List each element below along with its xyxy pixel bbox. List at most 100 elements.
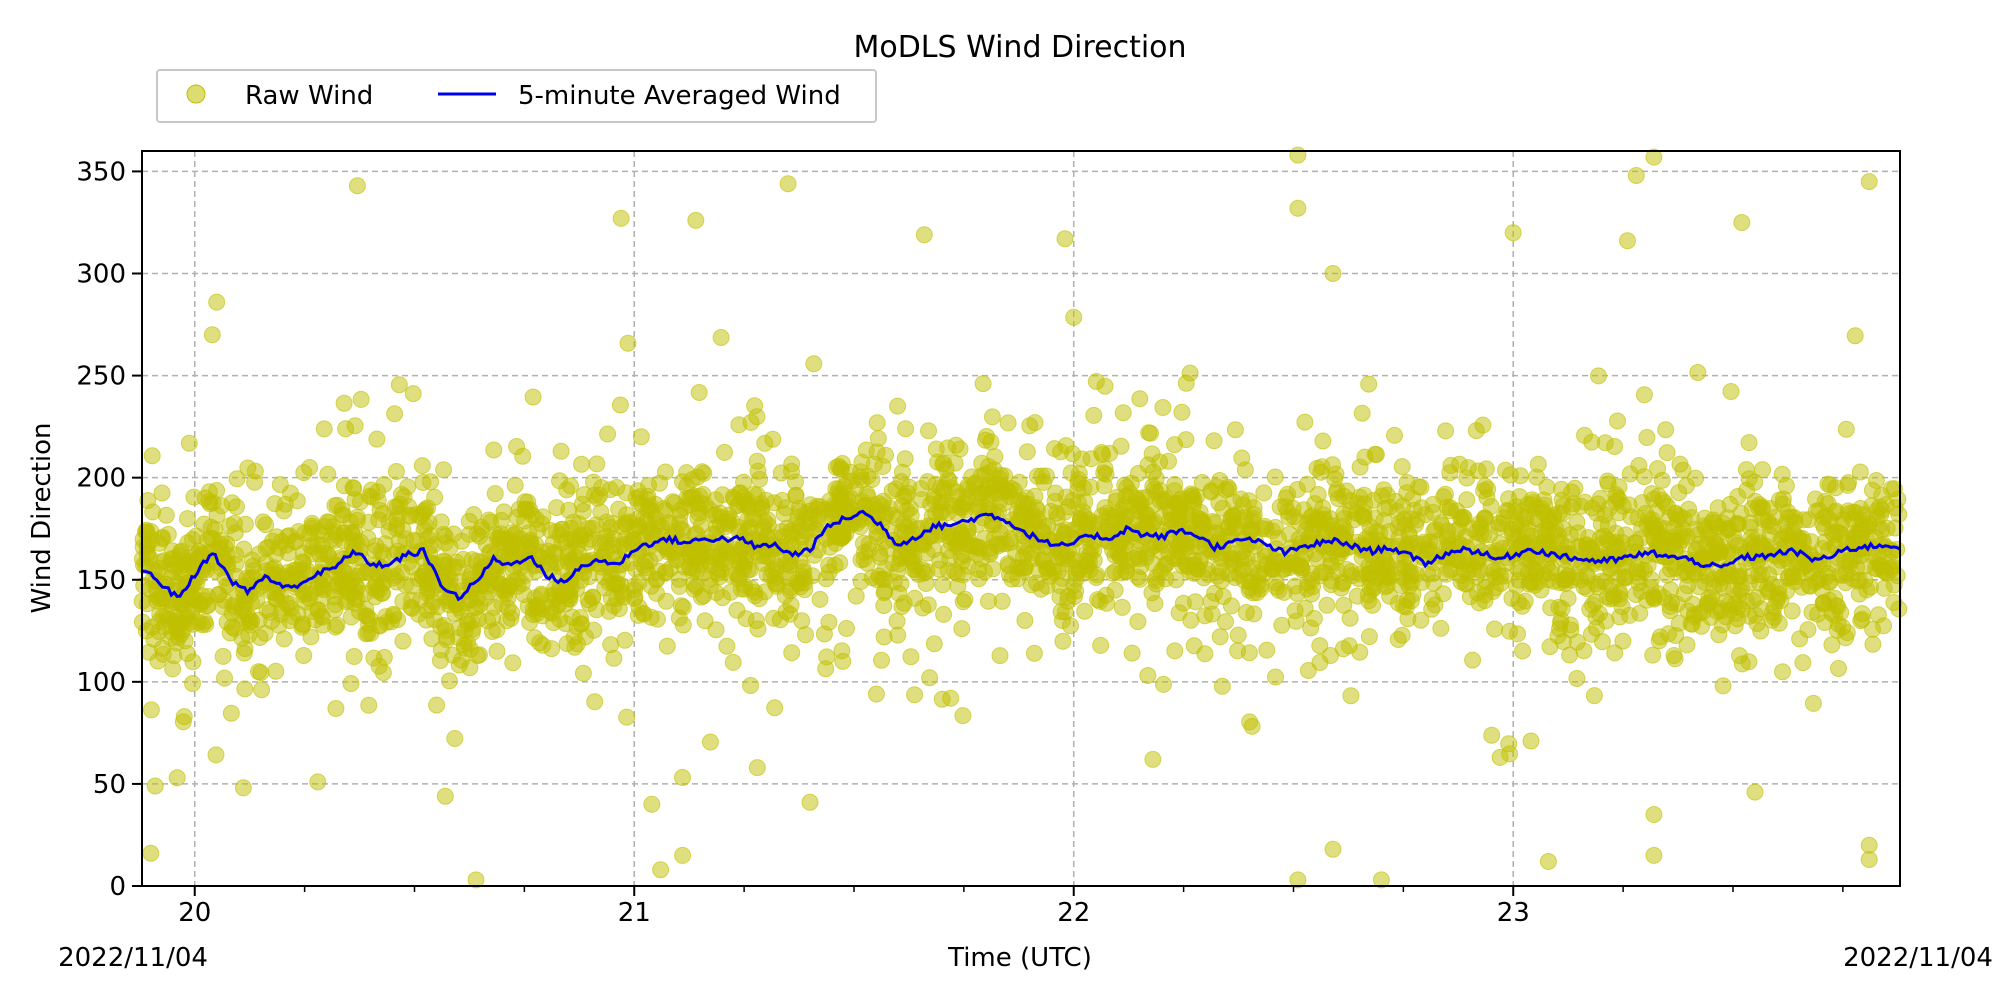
raw-wind-point xyxy=(463,612,481,630)
raw-wind-point xyxy=(1639,510,1657,528)
raw-wind-point xyxy=(1746,783,1764,801)
legend-raw-wind-label: Raw Wind xyxy=(245,81,373,111)
raw-wind-point xyxy=(1118,478,1136,496)
raw-wind-point xyxy=(805,355,823,373)
raw-wind-point xyxy=(952,531,970,549)
raw-wind-point xyxy=(1047,484,1064,502)
raw-wind-point xyxy=(1877,496,1895,514)
raw-wind-point xyxy=(1491,748,1509,766)
raw-wind-point xyxy=(1217,613,1234,631)
raw-wind-point xyxy=(1630,457,1648,474)
raw-wind-point xyxy=(1332,579,1350,597)
raw-wind-point xyxy=(617,514,635,532)
raw-wind-point xyxy=(483,623,501,640)
raw-wind-point xyxy=(683,488,701,506)
raw-wind-point xyxy=(1590,367,1607,385)
raw-wind-point xyxy=(1509,625,1526,643)
raw-wind-point xyxy=(1098,594,1115,612)
raw-wind-point xyxy=(1185,490,1203,508)
raw-wind-point xyxy=(1529,455,1547,473)
raw-wind-point xyxy=(991,647,1009,665)
raw-wind-point xyxy=(1572,571,1590,589)
raw-wind-point xyxy=(168,769,186,787)
raw-wind-point xyxy=(506,476,524,494)
raw-wind-point xyxy=(1441,464,1459,482)
raw-wind-point xyxy=(1059,587,1077,605)
raw-wind-point xyxy=(1361,578,1379,596)
raw-wind-point xyxy=(1056,230,1074,248)
raw-wind-point xyxy=(683,471,701,489)
raw-wind-point xyxy=(1483,726,1501,744)
raw-wind-point xyxy=(1341,609,1359,627)
raw-wind-point xyxy=(508,438,526,455)
raw-wind-point xyxy=(1018,443,1036,461)
raw-wind-point xyxy=(1689,364,1707,381)
raw-wind-point xyxy=(1517,509,1535,527)
raw-wind-point xyxy=(1322,647,1339,664)
raw-wind-point xyxy=(1678,636,1696,654)
raw-wind-point xyxy=(630,494,648,512)
raw-wind-point xyxy=(1688,540,1706,558)
raw-wind-point xyxy=(1123,644,1141,662)
raw-wind-point xyxy=(972,485,990,502)
raw-wind-point xyxy=(1737,461,1755,479)
raw-wind-point xyxy=(1388,503,1406,520)
raw-wind-point xyxy=(940,542,957,560)
raw-wind-point xyxy=(1609,412,1626,430)
raw-wind-point xyxy=(1213,677,1231,695)
raw-wind-point xyxy=(1543,559,1560,577)
raw-wind-point xyxy=(1236,572,1254,590)
raw-wind-point xyxy=(1638,429,1656,446)
raw-wind-point xyxy=(1576,493,1594,511)
raw-wind-point xyxy=(1528,563,1545,581)
raw-wind-points xyxy=(133,146,1908,889)
raw-wind-point xyxy=(195,515,213,533)
raw-wind-point xyxy=(1237,604,1255,621)
legend-averaged-wind-label: 5-minute Averaged Wind xyxy=(518,81,841,111)
raw-wind-point xyxy=(1649,460,1667,478)
raw-wind-point xyxy=(781,605,799,623)
raw-wind-point xyxy=(1738,481,1756,499)
raw-wind-point xyxy=(1202,592,1220,610)
raw-wind-point xyxy=(1177,556,1195,574)
y-tick-label: 250 xyxy=(76,362,126,392)
raw-wind-point xyxy=(1377,568,1395,585)
raw-wind-point xyxy=(935,605,953,623)
raw-wind-point xyxy=(1823,636,1841,654)
raw-wind-point xyxy=(1539,853,1557,870)
x-tick-label: 22 xyxy=(1057,898,1090,928)
raw-wind-point xyxy=(1593,633,1611,651)
raw-wind-point xyxy=(361,610,378,628)
raw-wind-point xyxy=(1670,614,1688,632)
raw-wind-point xyxy=(707,621,725,639)
raw-wind-point xyxy=(1540,513,1558,530)
raw-wind-point xyxy=(608,575,626,593)
raw-wind-point xyxy=(860,535,878,553)
raw-wind-point xyxy=(564,513,582,531)
raw-wind-point xyxy=(1114,404,1132,422)
raw-wind-point xyxy=(1367,446,1385,463)
raw-wind-point xyxy=(1324,456,1341,474)
raw-wind-point xyxy=(1267,668,1284,686)
raw-wind-point xyxy=(369,483,387,501)
raw-wind-point xyxy=(1860,514,1878,532)
raw-wind-point xyxy=(206,562,224,580)
raw-wind-point xyxy=(1372,871,1390,889)
raw-wind-point xyxy=(524,388,542,406)
raw-wind-point xyxy=(1393,626,1411,644)
raw-wind-point xyxy=(838,620,855,637)
raw-wind-point xyxy=(1096,460,1114,478)
raw-wind-point xyxy=(228,470,246,488)
raw-wind-point xyxy=(974,375,992,393)
raw-wind-point xyxy=(1205,432,1223,450)
chart-title: MoDLS Wind Direction xyxy=(853,30,1186,65)
raw-wind-point xyxy=(801,793,819,811)
x-axis-label: Time (UTC) xyxy=(947,943,1092,973)
raw-wind-point xyxy=(1584,596,1602,614)
raw-wind-point xyxy=(244,557,262,575)
raw-wind-point xyxy=(222,704,240,722)
raw-wind-point xyxy=(1111,547,1129,565)
raw-wind-point xyxy=(574,664,592,682)
raw-wind-point xyxy=(1146,595,1164,612)
